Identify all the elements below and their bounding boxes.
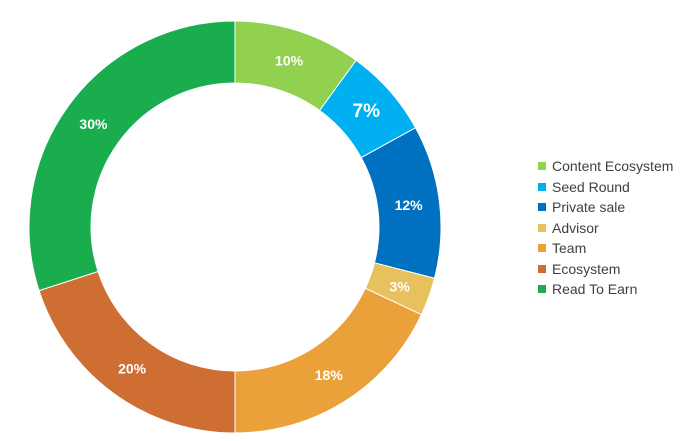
data-label-content-ecosystem: 10% [275,53,304,69]
legend-swatch [538,223,546,232]
legend-item-read-to-earn: Read To Earn [538,279,673,300]
donut-slice-read-to-earn [28,20,236,292]
legend-item-advisor: Advisor [538,218,673,239]
donut-slice-ecosystem [38,270,236,434]
data-label-team: 18% [315,367,344,383]
data-label-advisor: 3% [390,278,411,294]
legend-label: Team [552,240,587,257]
legend-item-team: Team [538,238,673,259]
legend-label: Seed Round [552,178,630,195]
legend-swatch [538,285,546,294]
legend-label: Advisor [552,219,599,236]
data-label-read-to-earn: 30% [79,116,108,132]
legend-item-content-ecosystem: Content Ecosystem [538,156,673,177]
legend-item-private-sale: Private sale [538,197,673,218]
legend-swatch [538,264,546,273]
legend-label: Read To Earn [552,281,638,298]
legend-label: Ecosystem [552,260,621,277]
legend-item-ecosystem: Ecosystem [538,259,673,280]
legend-swatch [538,162,546,171]
legend-label: Private sale [552,199,626,216]
data-label-seed-round: 7% [353,101,381,122]
legend-item-seed-round: Seed Round [538,177,673,198]
legend-swatch [538,182,546,191]
chart-legend: Content Ecosystem Seed Round Private sale A… [538,156,673,300]
data-label-private-sale: 12% [395,197,424,213]
legend-swatch [538,244,546,253]
data-label-ecosystem: 20% [118,361,147,377]
donut-slice-team [234,287,423,434]
legend-label: Content Ecosystem [552,158,674,175]
legend-swatch [538,203,546,212]
